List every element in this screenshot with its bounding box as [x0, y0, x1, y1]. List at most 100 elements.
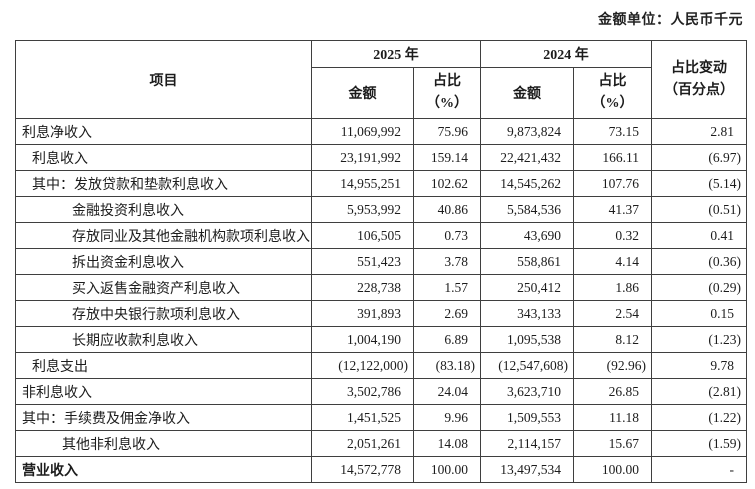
cell-ratio-2024: 15.67: [573, 430, 652, 457]
cell-ratio-2024: 107.76: [573, 170, 652, 197]
table-row: 利息支出 (12,122,000) (83.18) (12,547,608) (92.9…: [15, 352, 747, 379]
cell-amount-2024: 558,861: [480, 248, 574, 275]
cell-ratio-2024: 8.12: [573, 326, 652, 353]
cell-amount-2024: 2,114,157: [480, 430, 574, 457]
cell-amount-2025: 391,893: [311, 300, 414, 327]
col-header-change: 占比变动 （百分点）: [651, 40, 747, 119]
table-row: 存放同业及其他金融机构款项利息收入 106,505 0.73 43,690 0.32 0.…: [15, 222, 747, 249]
income-breakdown-table: 项目 2025 年 2024 年 占比变动 （百分点） 金额 占比 （%） 金额…: [15, 40, 747, 483]
col-header-change-line2: （百分点）: [664, 82, 734, 98]
cell-amount-2024: (12,547,608): [480, 352, 574, 379]
table-row: 其中：发放贷款和垫款利息收入 14,955,251 102.62 14,545,262…: [15, 170, 747, 197]
table-row: 存放中央银行款项利息收入 391,893 2.69 343,133 2.54 0.15: [15, 300, 747, 327]
cell-amount-2025: 1,451,525: [311, 404, 414, 431]
cell-amount-2024: 250,412: [480, 274, 574, 301]
unit-note: 金额单位：人民币千元: [598, 13, 743, 28]
cell-ratio-2024: 1.86: [573, 274, 652, 301]
col-header-amount-2025: 金额: [311, 67, 414, 119]
col-header-change-line1: 占比变动: [671, 60, 727, 76]
row-label: 非利息收入: [15, 378, 312, 405]
cell-ratio-2024: 100.00: [573, 456, 652, 483]
cell-change: (5.14): [651, 170, 747, 197]
table-row: 利息收入 23,191,992 159.14 22,421,432 166.11 (6.9…: [15, 144, 747, 171]
cell-amount-2025: 228,738: [311, 274, 414, 301]
cell-ratio-2024: 26.85: [573, 378, 652, 405]
table-row: 买入返售金融资产利息收入 228,738 1.57 250,412 1.86 (0.29): [15, 274, 747, 301]
col-header-item: 项目: [15, 40, 312, 119]
row-label: 其他非利息收入: [15, 430, 312, 457]
cell-change: (0.36): [651, 248, 747, 275]
cell-ratio-2025: 40.86: [413, 196, 481, 223]
cell-amount-2024: 343,133: [480, 300, 574, 327]
row-label: 拆出资金利息收入: [15, 248, 312, 275]
cell-amount-2025: 106,505: [311, 222, 414, 249]
table-row: 非利息收入 3,502,786 24.04 3,623,710 26.85 (2.81): [15, 378, 747, 405]
row-label: 利息支出: [15, 352, 312, 379]
row-label: 利息净收入: [15, 118, 312, 145]
table-row: 其中：手续费及佣金净收入 1,451,525 9.96 1,509,553 11.18(…: [15, 404, 747, 431]
row-label: 存放中央银行款项利息收入: [15, 300, 312, 327]
cell-ratio-2025: 102.62: [413, 170, 481, 197]
cell-ratio-2024: 41.37: [573, 196, 652, 223]
row-label: 长期应收款利息收入: [15, 326, 312, 353]
table-body: 利息净收入 11,069,992 75.96 9,873,824 73.15 2.81 利息…: [15, 118, 747, 483]
cell-ratio-2025: 100.00: [413, 456, 481, 483]
col-header-amount-2024: 金额: [480, 67, 574, 119]
col-header-year-2025: 2025 年: [311, 40, 481, 68]
cell-ratio-2025: 75.96: [413, 118, 481, 145]
table-row: 金融投资利息收入 5,953,992 40.86 5,584,536 41.37 (0.5…: [15, 196, 747, 223]
col-header-ratio-2024-line1: 占比: [598, 74, 627, 89]
cell-change: (6.97): [651, 144, 747, 171]
col-header-ratio-2024-line2: （%）: [591, 96, 634, 111]
cell-ratio-2025: 9.96: [413, 404, 481, 431]
cell-amount-2024: 13,497,534: [480, 456, 574, 483]
cell-ratio-2025: 159.14: [413, 144, 481, 171]
cell-change: (0.51): [651, 196, 747, 223]
cell-amount-2024: 14,545,262: [480, 170, 574, 197]
col-header-ratio-2024: 占比 （%）: [573, 67, 652, 119]
cell-ratio-2024: (92.96): [573, 352, 652, 379]
cell-ratio-2024: 166.11: [573, 144, 652, 171]
cell-amount-2025: 1,004,190: [311, 326, 414, 353]
cell-ratio-2024: 4.14: [573, 248, 652, 275]
cell-amount-2025: 23,191,992: [311, 144, 414, 171]
table-header: 项目 2025 年 2024 年 占比变动 （百分点） 金额 占比 （%） 金额…: [15, 40, 747, 119]
cell-change: (1.22): [651, 404, 747, 431]
cell-amount-2024: 22,421,432: [480, 144, 574, 171]
cell-amount-2024: 9,873,824: [480, 118, 574, 145]
row-label: 其中：发放贷款和垫款利息收入: [15, 170, 312, 197]
cell-change: (2.81): [651, 378, 747, 405]
cell-amount-2024: 1,095,538: [480, 326, 574, 353]
cell-amount-2024: 1,509,553: [480, 404, 574, 431]
table-row: 其他非利息收入 2,051,261 14.08 2,114,157 15.67 (1.59…: [15, 430, 747, 457]
cell-ratio-2024: 2.54: [573, 300, 652, 327]
cell-ratio-2025: 3.78: [413, 248, 481, 275]
cell-amount-2025: 14,572,778: [311, 456, 414, 483]
table-row: 拆出资金利息收入 551,423 3.78 558,861 4.14 (0.36): [15, 248, 747, 275]
cell-amount-2025: 3,502,786: [311, 378, 414, 405]
cell-change: (1.59): [651, 430, 747, 457]
cell-amount-2025: (12,122,000): [311, 352, 414, 379]
table-row: 营业收入 14,572,778 100.00 13,497,534 100.00-: [15, 456, 747, 483]
row-label: 其中：手续费及佣金净收入: [15, 404, 312, 431]
cell-change: (1.23): [651, 326, 747, 353]
cell-amount-2025: 5,953,992: [311, 196, 414, 223]
cell-ratio-2025: 2.69: [413, 300, 481, 327]
cell-amount-2025: 2,051,261: [311, 430, 414, 457]
cell-amount-2024: 43,690: [480, 222, 574, 249]
cell-change: (0.29): [651, 274, 747, 301]
cell-ratio-2025: (83.18): [413, 352, 481, 379]
cell-change: 0.15: [651, 300, 747, 327]
row-label: 利息收入: [15, 144, 312, 171]
cell-change: 2.81: [651, 118, 747, 145]
cell-ratio-2025: 14.08: [413, 430, 481, 457]
cell-change: -: [651, 456, 747, 483]
cell-amount-2025: 11,069,992: [311, 118, 414, 145]
col-header-year-2024: 2024 年: [480, 40, 652, 68]
cell-change: 0.41: [651, 222, 747, 249]
cell-amount-2025: 14,955,251: [311, 170, 414, 197]
row-label: 存放同业及其他金融机构款项利息收入: [15, 222, 312, 249]
col-header-ratio-2025: 占比 （%）: [413, 67, 481, 119]
row-label: 金融投资利息收入: [15, 196, 312, 223]
